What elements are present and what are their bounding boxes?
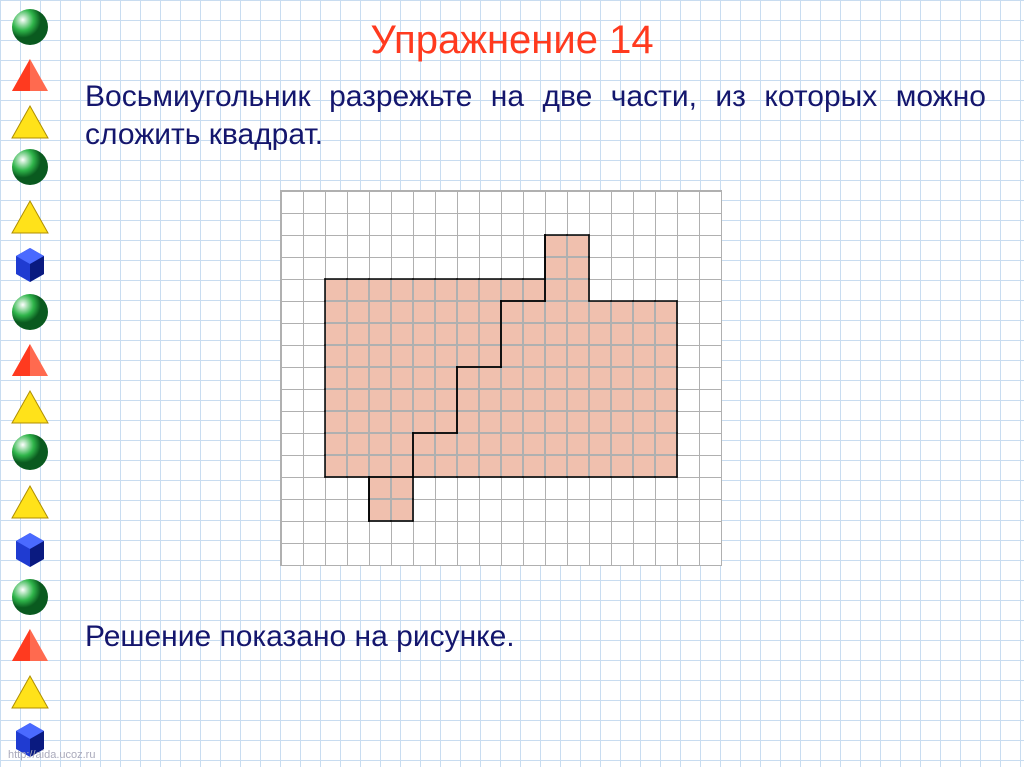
triangle-shape — [8, 670, 52, 714]
triangle-shape — [8, 480, 52, 524]
cube-shape — [8, 240, 52, 284]
triangle-shape — [8, 195, 52, 239]
sphere-shape — [8, 145, 52, 189]
watermark: http://aida.ucoz.ru — [8, 749, 95, 761]
exercise-title: Упражнение 14 — [0, 18, 1024, 63]
cube-shape — [8, 525, 52, 569]
page: Упражнение 14 Восьмиугольник разрежьте н… — [0, 0, 1024, 767]
decorative-shapes-column — [0, 0, 60, 767]
octagon-figure — [280, 190, 722, 566]
pyramid-shape — [8, 625, 52, 669]
triangle-shape — [8, 385, 52, 429]
problem-text: Восьмиугольник разрежьте на две части, и… — [85, 78, 986, 155]
pyramid-shape — [8, 340, 52, 384]
sphere-shape — [8, 290, 52, 334]
sphere-shape — [8, 430, 52, 474]
triangle-shape — [8, 100, 52, 144]
figure-outline — [281, 191, 721, 565]
solution-text: Решение показано на рисунке. — [85, 620, 515, 654]
sphere-shape — [8, 575, 52, 619]
